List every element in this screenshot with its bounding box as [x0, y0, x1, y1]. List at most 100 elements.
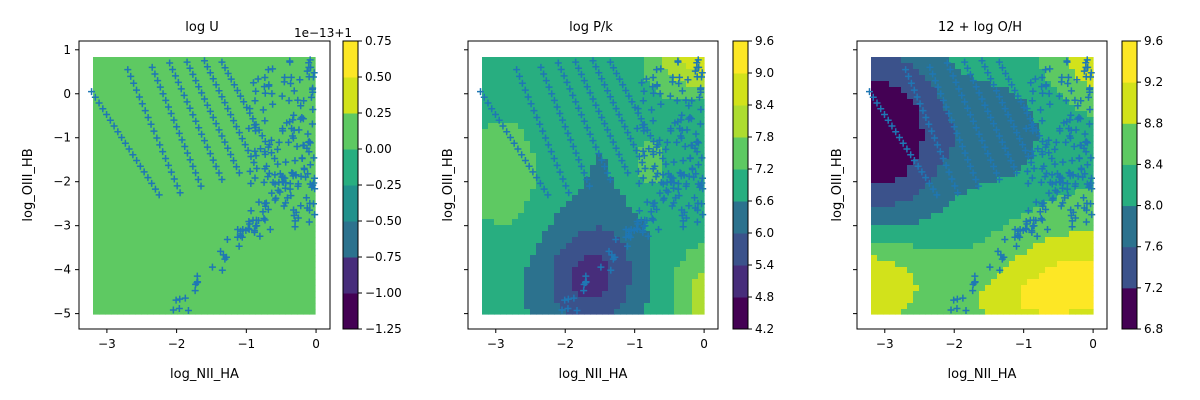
- scatter-marker: [653, 66, 661, 74]
- contour-cell: [889, 165, 896, 172]
- contour-cell: [105, 75, 112, 82]
- contour-cell: [1009, 279, 1016, 286]
- contour-cell: [889, 285, 896, 292]
- contour-cell: [195, 117, 202, 124]
- contour-cell: [153, 213, 160, 220]
- contour-cell: [548, 117, 555, 124]
- contour-cell: [279, 249, 286, 256]
- contour-cell: [949, 153, 956, 160]
- contour-cell: [997, 261, 1004, 268]
- contour-cell: [626, 201, 633, 208]
- contour-cell: [219, 207, 226, 214]
- contour-cell: [165, 267, 172, 274]
- contour-cell: [560, 147, 567, 154]
- contour-cell: [273, 63, 280, 70]
- contour-cell: [105, 195, 112, 202]
- contour-cell: [937, 165, 944, 172]
- contour-cell: [548, 249, 555, 256]
- contour-cell: [638, 285, 645, 292]
- contour-cell: [177, 171, 184, 178]
- contour-cell: [237, 183, 244, 190]
- contour-cell: [165, 177, 172, 184]
- contour-cell: [482, 111, 489, 118]
- contour-cell: [93, 69, 100, 76]
- scatter-marker: [121, 139, 129, 147]
- contour-cell: [931, 291, 938, 298]
- contour-cell: [955, 105, 962, 112]
- contour-cell: [913, 213, 920, 220]
- contour-cell: [638, 213, 645, 220]
- scatter-marker: [251, 147, 259, 155]
- contour-cell: [261, 171, 268, 178]
- contour-cell: [698, 225, 705, 232]
- contour-cell: [123, 243, 130, 250]
- contour-cell: [291, 189, 298, 196]
- contour-cell: [931, 57, 938, 64]
- contour-cell: [201, 159, 208, 166]
- contour-cell: [644, 297, 651, 304]
- contour-cell: [147, 183, 154, 190]
- contour-cell: [123, 297, 130, 304]
- contour-cell: [171, 63, 178, 70]
- contour-cell: [243, 267, 250, 274]
- scatter-marker: [649, 216, 657, 224]
- contour-cell: [961, 189, 968, 196]
- contour-cell: [524, 261, 531, 268]
- contour-cell: [907, 201, 914, 208]
- contour-cell: [1003, 93, 1010, 100]
- contour-cell: [488, 141, 495, 148]
- contour-cell: [662, 219, 669, 226]
- contour-cell: [919, 57, 926, 64]
- contour-cell: [919, 165, 926, 172]
- contour-cell: [524, 171, 531, 178]
- contour-cell: [943, 177, 950, 184]
- contour-cell: [608, 153, 615, 160]
- scatter-marker: [524, 93, 532, 101]
- contour-cell: [686, 237, 693, 244]
- contour-cell: [309, 249, 316, 256]
- contour-cell: [189, 147, 196, 154]
- contour-cell: [291, 183, 298, 190]
- contour-cell: [273, 261, 280, 268]
- contour-cell: [871, 135, 878, 142]
- contour-cell: [692, 93, 699, 100]
- contour-cell: [973, 231, 980, 238]
- scatter-marker: [305, 73, 313, 81]
- contour-cell: [668, 261, 675, 268]
- contour-cell: [913, 183, 920, 190]
- contour-cell: [919, 63, 926, 70]
- contour-cell: [518, 285, 525, 292]
- contour-cell: [189, 177, 196, 184]
- contour-cell: [608, 303, 615, 310]
- scatter-marker: [192, 77, 200, 85]
- contour-cell: [949, 255, 956, 262]
- contour-cell: [985, 117, 992, 124]
- contour-cell: [171, 213, 178, 220]
- contour-cell: [973, 57, 980, 64]
- contour-cell: [536, 153, 543, 160]
- contour-cell: [135, 99, 142, 106]
- contour-cell: [273, 201, 280, 208]
- contour-cell: [949, 105, 956, 112]
- contour-cell: [524, 231, 531, 238]
- contour-cell: [153, 57, 160, 64]
- contour-cell: [895, 219, 902, 226]
- scatter-marker: [255, 198, 263, 206]
- contour-cell: [901, 117, 908, 124]
- contour-cell: [991, 255, 998, 262]
- contour-cell: [512, 63, 519, 70]
- contour-cell: [297, 219, 304, 226]
- contour-cell: [237, 201, 244, 208]
- contour-cell: [518, 99, 525, 106]
- contour-cell: [949, 267, 956, 274]
- contour-cell: [919, 189, 926, 196]
- contour-cell: [500, 189, 507, 196]
- contour-cell: [991, 213, 998, 220]
- contour-cell: [644, 147, 651, 154]
- contour-cell: [913, 159, 920, 166]
- contour-cell: [985, 267, 992, 274]
- contour-cell: [105, 273, 112, 280]
- colorbar-band: [733, 265, 748, 298]
- contour-cell: [877, 249, 884, 256]
- contour-cell: [961, 201, 968, 208]
